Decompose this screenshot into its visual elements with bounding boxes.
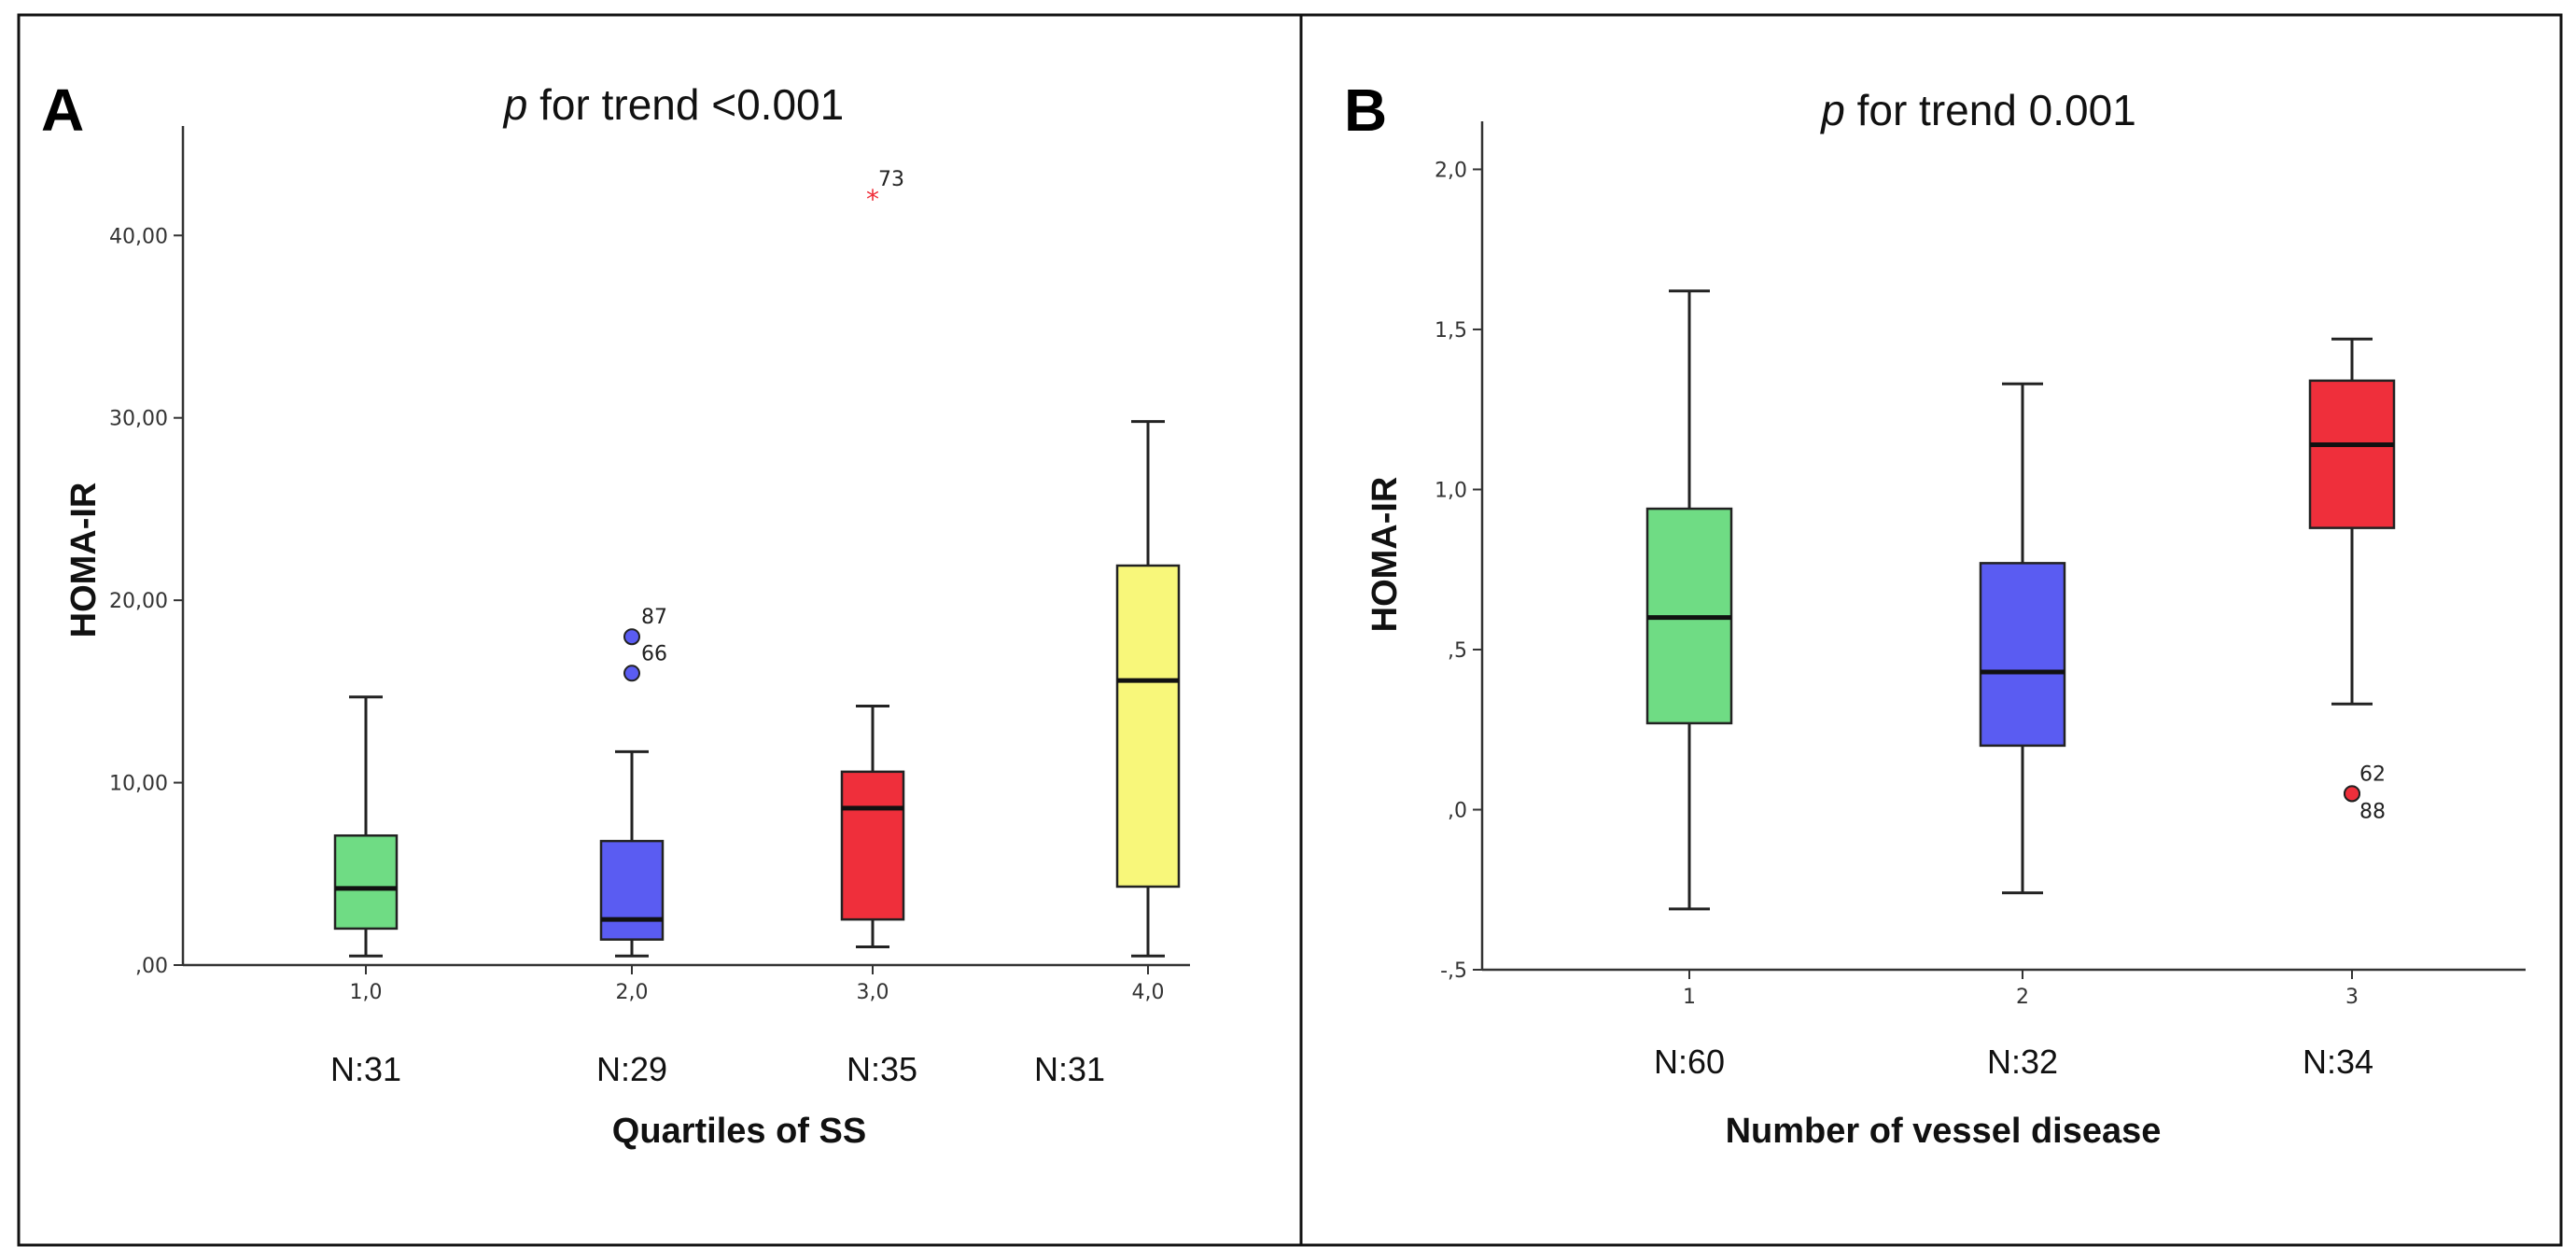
panel-a-y-tick-label: 40,00 <box>109 225 168 248</box>
box-2-0 <box>599 839 665 941</box>
panel-a-n-label: N:35 <box>847 1050 917 1088</box>
panel-b-y-tick-label: ,5 <box>1448 639 1467 663</box>
panel-b-y-tick-label: -,5 <box>1440 959 1467 983</box>
box-3 <box>2308 379 2396 529</box>
panel-b-y-tick-label: 2,0 <box>1435 159 1467 182</box>
panel-b-title: p for trend 0.001 <box>1819 86 2136 134</box>
outlier-circle-marker <box>623 665 640 682</box>
outlier-label: 73 <box>878 168 904 191</box>
panel-b-y-tick-label: 1,5 <box>1435 319 1467 343</box>
panel-b-x-axis-title: Number of vessel disease <box>1726 1112 2162 1151</box>
panel-b-x-tick-label: 1 <box>1683 986 1696 1009</box>
panel-a-boxplot: ,00 10,00 20,00 30,00 40,00 1,0 N:31 2,0 N:29 87 6… <box>109 126 1190 1088</box>
box-4-0 <box>1115 564 1181 889</box>
outlier-label: 88 <box>2359 800 2386 823</box>
panel-a-n-label: N:31 <box>1034 1050 1105 1088</box>
panel-a-y-tick-label: 20,00 <box>109 590 168 613</box>
box-3-0 <box>840 770 905 921</box>
outlier-circle-marker <box>623 628 640 646</box>
panel-b-y-tick-label: ,0 <box>1448 799 1467 822</box>
panel-b-x-tick-label: 2 <box>2016 986 2029 1009</box>
panel-b-y-axis-title: HOMA-IR <box>1365 477 1405 633</box>
panel-b-x-tick-label: 3 <box>2345 986 2359 1009</box>
outlier-circle-marker <box>2344 785 2360 803</box>
panel-a-x-tick-label: 3,0 <box>857 981 889 1004</box>
panel-a-y-axis-title: HOMA-IR <box>64 483 104 638</box>
outlier-label: 62 <box>2359 763 2386 786</box>
panel-a-letter: A <box>41 77 84 144</box>
panel-a-y-tick-label: 30,00 <box>109 408 168 431</box>
panel-b-boxplot: -,5 ,0 ,5 1,0 1,5 2,0 1 N:60 2 N:32 3 N:34 62 88 <box>1435 121 2526 1081</box>
outlier-star-marker: * <box>866 184 879 215</box>
panel-a-x-tick-label: 1,0 <box>350 981 383 1004</box>
panel-a-n-label: N:29 <box>596 1050 667 1088</box>
panel-a-y-tick-label: 10,00 <box>109 773 168 796</box>
panel-b-n-label: N:60 <box>1654 1043 1725 1081</box>
panel-a-x-tick-label: 4,0 <box>1132 981 1165 1004</box>
panel-b-frame <box>1299 13 2563 1247</box>
panel-b-letter: B <box>1344 77 1387 144</box>
panel-a-y-tick-label: ,00 <box>135 955 168 978</box>
panel-a-x-axis-title: Quartiles of SS <box>612 1112 866 1151</box>
panel-a-title: p for trend <0.001 <box>502 80 844 129</box>
outlier-label: 87 <box>641 606 667 629</box>
panel-b-y-tick-label: 1,0 <box>1435 479 1467 502</box>
panel-a-x-tick-label: 2,0 <box>616 981 649 1004</box>
panel-b-n-label: N:34 <box>2303 1043 2373 1081</box>
outlier-label: 66 <box>641 642 667 665</box>
panel-b-n-label: N:32 <box>1987 1043 2058 1081</box>
box-2 <box>1979 562 2066 748</box>
panel-a-n-label: N:31 <box>330 1050 401 1088</box>
box-1-0 <box>333 833 399 931</box>
